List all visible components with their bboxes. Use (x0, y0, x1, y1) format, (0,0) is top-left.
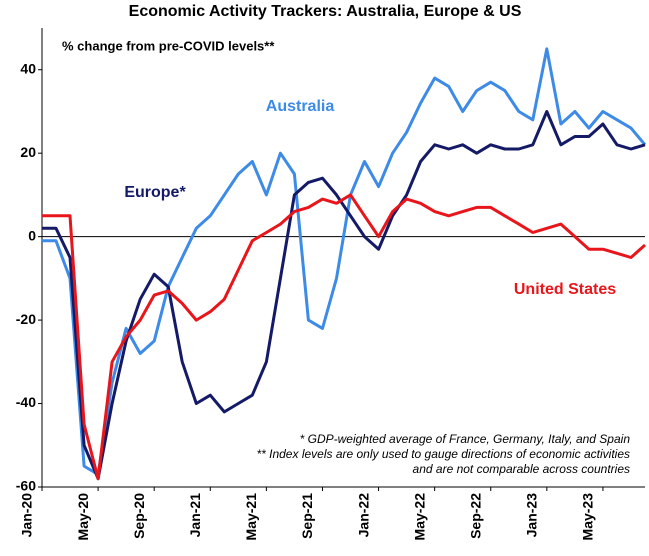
x-tick-label: Jan-22 (355, 493, 371, 538)
x-tick-label: May-21 (243, 493, 259, 541)
chart-title: Economic Activity Trackers: Australia, E… (129, 3, 522, 20)
y-tick-label: -60 (16, 478, 36, 494)
x-tick-label: Sep-22 (467, 493, 483, 539)
x-tick-label: Sep-20 (131, 493, 147, 539)
y-tick-label: -20 (16, 311, 36, 327)
series-line (42, 110, 646, 481)
y-tick-label: 20 (20, 144, 36, 160)
series-line (42, 193, 646, 481)
series-label: Europe* (124, 184, 186, 201)
chart-subtitle: % change from pre-COVID levels** (62, 38, 275, 53)
y-tick-label: 40 (20, 60, 36, 76)
series-line (42, 47, 647, 476)
footnote: * GDP-weighted average of France, German… (300, 432, 631, 446)
x-tick-label: Jan-20 (19, 493, 35, 538)
series-label: Australia (266, 98, 335, 115)
footnote: ** Index levels are only used to gauge d… (256, 447, 630, 461)
x-tick-label: May-20 (75, 493, 91, 541)
x-tick-label: May-22 (411, 493, 427, 541)
x-tick-label: Jan-23 (524, 493, 540, 538)
x-tick-label: May-23 (580, 493, 596, 541)
x-tick-label: Jan-21 (187, 493, 203, 538)
series-label: United States (514, 281, 616, 298)
y-tick-label: -40 (16, 394, 36, 410)
footnote: and are not comparable across countries (413, 462, 630, 476)
y-tick-label: 0 (28, 227, 36, 243)
x-tick-label: Sep-21 (299, 493, 315, 539)
